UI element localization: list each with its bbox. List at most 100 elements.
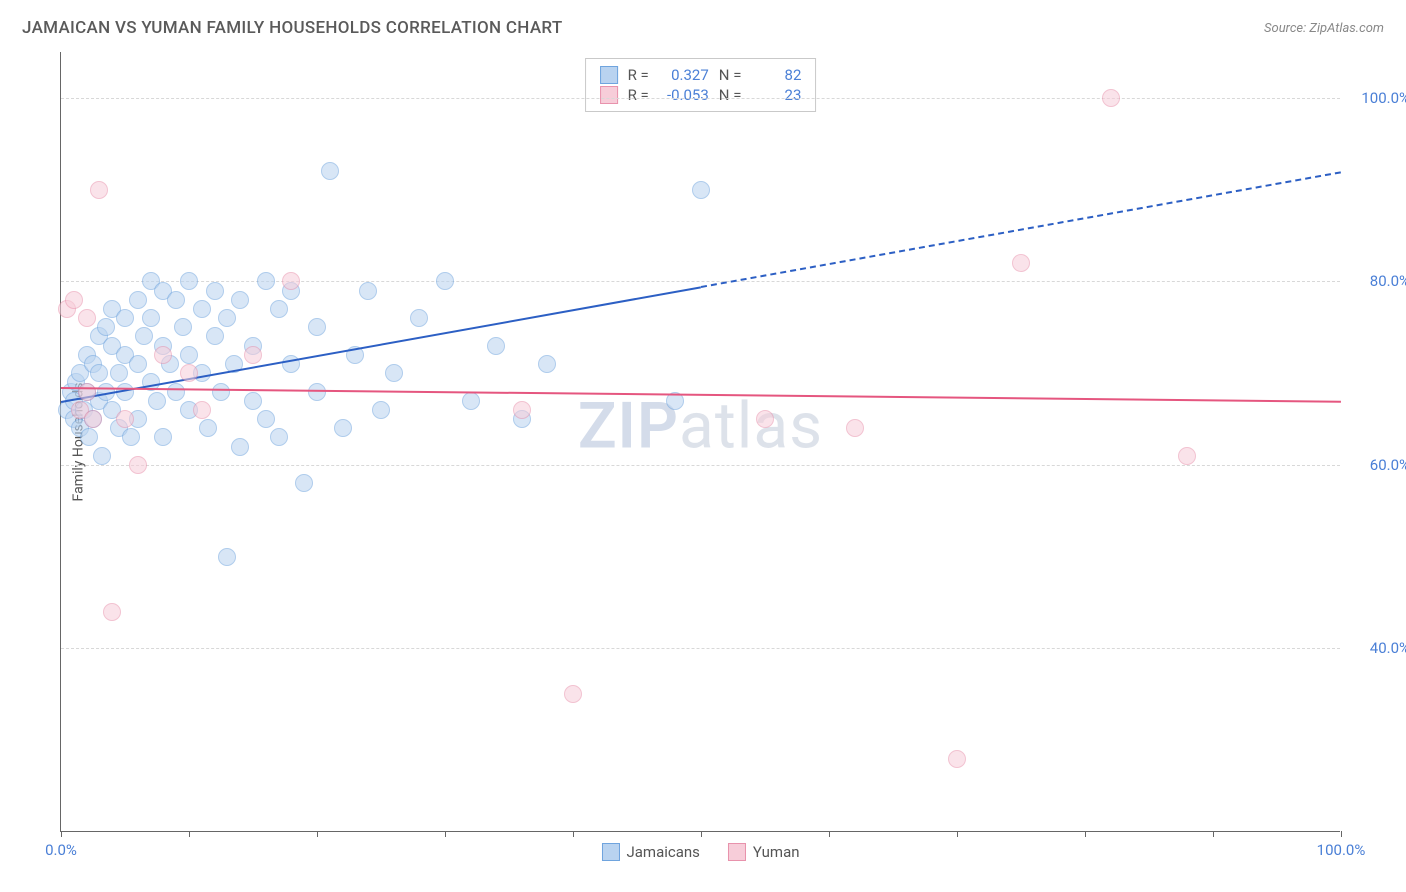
data-point-yuman: [846, 419, 864, 437]
data-point-yuman: [282, 272, 300, 290]
data-point-jamaicans: [206, 327, 224, 345]
data-point-jamaicans: [180, 272, 198, 290]
data-point-jamaicans: [129, 291, 147, 309]
legend-item-yuman: Yuman: [728, 843, 800, 861]
data-point-jamaicans: [462, 392, 480, 410]
x-tick: [829, 831, 830, 837]
data-point-yuman: [513, 401, 531, 419]
r-label: R =: [628, 66, 649, 84]
legend-label-jamaicans: Jamaicans: [626, 843, 699, 861]
data-point-yuman: [103, 603, 121, 621]
scatter-plot-area: Family Households ZIPatlas R = 0.327 N =…: [60, 52, 1340, 832]
data-point-jamaicans: [308, 318, 326, 336]
data-point-jamaicans: [90, 364, 108, 382]
data-point-yuman: [1012, 254, 1030, 272]
stats-row-jamaicans: R = 0.327 N = 82: [600, 65, 802, 85]
data-point-jamaicans: [334, 419, 352, 437]
data-point-yuman: [244, 346, 262, 364]
grid-line: [61, 281, 1340, 282]
grid-line: [61, 648, 1340, 649]
data-point-jamaicans: [97, 318, 115, 336]
data-point-jamaicans: [270, 300, 288, 318]
correlation-stats-legend: R = 0.327 N = 82 R = -0.053 N = 23: [585, 58, 817, 112]
data-point-jamaicans: [359, 282, 377, 300]
data-point-jamaicans: [218, 309, 236, 327]
data-point-jamaicans: [148, 392, 166, 410]
swatch-yuman: [728, 843, 746, 861]
data-point-jamaicans: [110, 364, 128, 382]
data-point-jamaicans: [295, 474, 313, 492]
x-tick: [1085, 831, 1086, 837]
x-tick: [61, 831, 62, 837]
data-point-jamaicans: [231, 291, 249, 309]
data-point-yuman: [948, 750, 966, 768]
data-point-jamaicans: [270, 428, 288, 446]
data-point-yuman: [90, 181, 108, 199]
data-point-jamaicans: [122, 428, 140, 446]
x-tick: [573, 831, 574, 837]
x-tick: [1341, 831, 1342, 837]
data-point-jamaicans: [538, 355, 556, 373]
source-attribution: Source: ZipAtlas.com: [1264, 21, 1384, 36]
data-point-jamaicans: [212, 383, 230, 401]
data-point-jamaicans: [116, 309, 134, 327]
data-point-jamaicans: [142, 309, 160, 327]
x-tick: [701, 831, 702, 837]
data-point-jamaicans: [257, 410, 275, 428]
data-point-jamaicans: [129, 355, 147, 373]
data-point-yuman: [129, 456, 147, 474]
data-point-jamaicans: [180, 346, 198, 364]
data-point-jamaicans: [135, 327, 153, 345]
y-tick-label: 60.0%: [1350, 456, 1406, 474]
data-point-jamaicans: [80, 428, 98, 446]
data-point-yuman: [756, 410, 774, 428]
data-point-yuman: [154, 346, 172, 364]
watermark: ZIPatlas: [578, 388, 823, 463]
r-label: R =: [628, 86, 649, 104]
data-point-jamaicans: [206, 282, 224, 300]
swatch-yuman: [600, 86, 618, 104]
chart-title: JAMAICAN VS YUMAN FAMILY HOUSEHOLDS CORR…: [22, 18, 562, 38]
x-tick-label: 100.0%: [1317, 841, 1366, 859]
swatch-jamaicans: [600, 66, 618, 84]
data-point-jamaicans: [218, 548, 236, 566]
data-point-jamaicans: [385, 364, 403, 382]
y-tick-label: 100.0%: [1350, 89, 1406, 107]
y-tick-label: 80.0%: [1350, 272, 1406, 290]
n-value-jamaicans: 82: [751, 66, 801, 84]
series-legend: Jamaicans Yuman: [601, 843, 799, 861]
watermark-zip: ZIP: [578, 388, 679, 463]
data-point-yuman: [78, 309, 96, 327]
data-point-jamaicans: [410, 309, 428, 327]
data-point-jamaicans: [154, 428, 172, 446]
x-tick: [189, 831, 190, 837]
watermark-atlas: atlas: [679, 388, 823, 463]
x-tick: [1213, 831, 1214, 837]
grid-line: [61, 465, 1340, 466]
swatch-jamaicans: [601, 843, 619, 861]
data-point-jamaicans: [372, 401, 390, 419]
x-tick: [317, 831, 318, 837]
data-point-yuman: [78, 383, 96, 401]
grid-line: [61, 98, 1340, 99]
data-point-jamaicans: [93, 447, 111, 465]
data-point-jamaicans: [174, 318, 192, 336]
x-tick-label: 0.0%: [45, 841, 77, 859]
y-tick-label: 40.0%: [1350, 639, 1406, 657]
data-point-jamaicans: [487, 337, 505, 355]
n-label: N =: [719, 86, 742, 104]
data-point-yuman: [180, 364, 198, 382]
data-point-yuman: [116, 410, 134, 428]
data-point-jamaicans: [167, 383, 185, 401]
data-point-jamaicans: [257, 272, 275, 290]
n-label: N =: [719, 66, 742, 84]
data-point-yuman: [564, 685, 582, 703]
data-point-jamaicans: [199, 419, 217, 437]
data-point-yuman: [65, 291, 83, 309]
n-value-yuman: 23: [751, 86, 801, 104]
r-value-jamaicans: 0.327: [659, 66, 709, 84]
data-point-jamaicans: [231, 438, 249, 456]
r-value-yuman: -0.053: [659, 86, 709, 104]
data-point-jamaicans: [244, 392, 262, 410]
data-point-jamaicans: [193, 300, 211, 318]
